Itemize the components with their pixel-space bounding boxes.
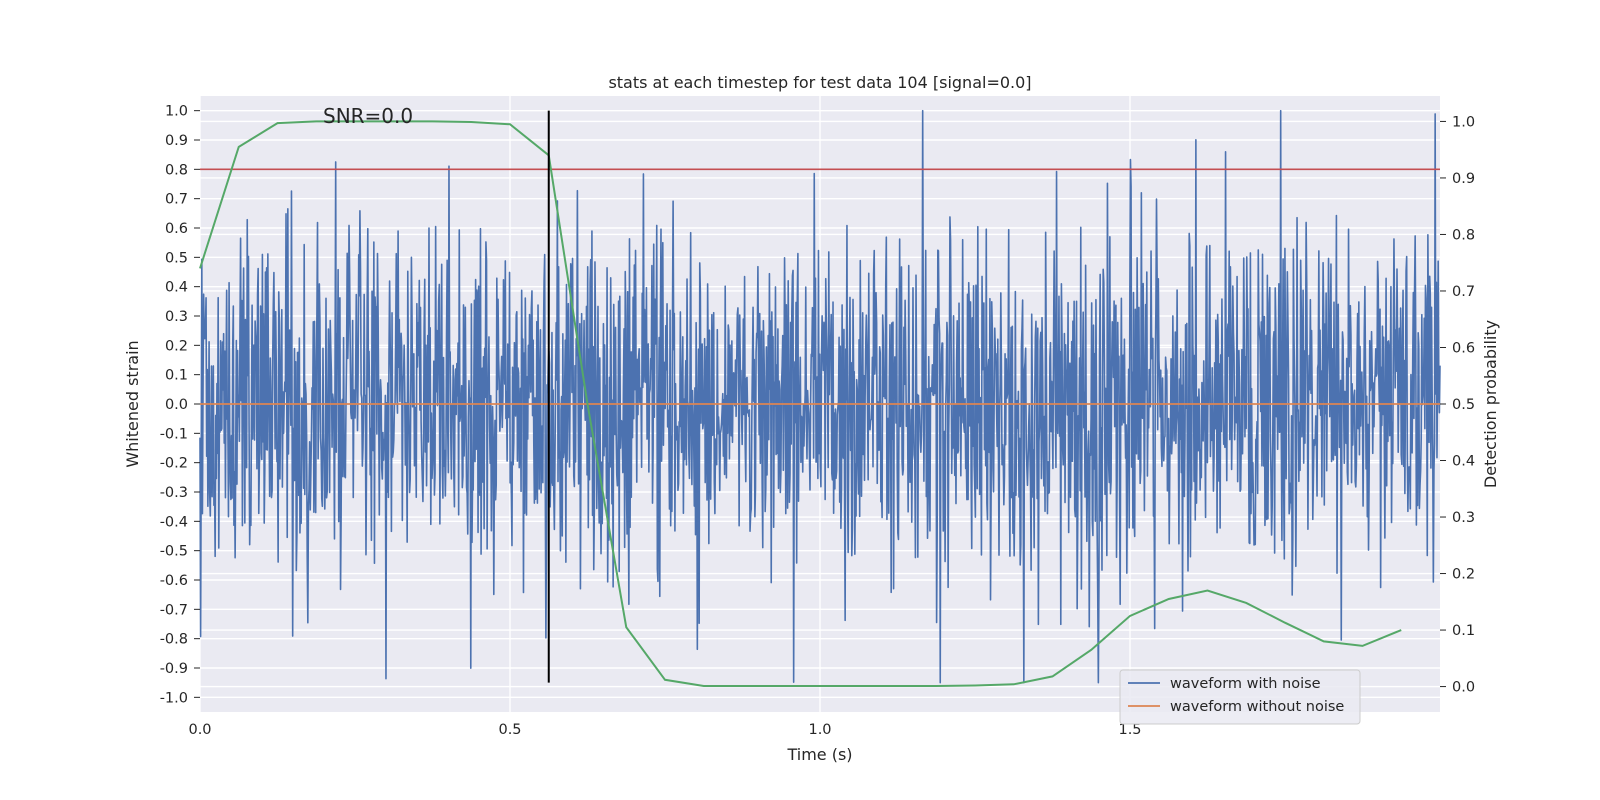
legend-label-clean: waveform without noise [1170, 699, 1344, 715]
y-right-tick-label: 0.6 [1452, 340, 1475, 356]
y-right-tick-label: 0.1 [1452, 623, 1475, 639]
y-left-tick-label: -0.2 [160, 456, 188, 472]
y-left-tick-label: -0.3 [160, 485, 188, 501]
legend: waveform with noise waveform without noi… [1119, 669, 1361, 725]
y-right-tick-label: 0.5 [1452, 397, 1475, 413]
x-tick-label: 0.5 [498, 722, 521, 738]
y-right-tick-label: 0.7 [1452, 284, 1475, 300]
y-right-tick-label: 0.9 [1452, 171, 1475, 187]
snr-annotation: SNR=0.0 [323, 104, 413, 128]
y-left-tick-label: -0.1 [160, 426, 188, 442]
series-layer [199, 109, 1441, 687]
x-tick-label: 1.0 [808, 722, 831, 738]
y-left-tick-label: 0.5 [165, 250, 188, 266]
y-left-tick-label: -0.4 [160, 514, 188, 530]
y-left-tick-label: 0.0 [165, 397, 188, 413]
y-left-tick-label: -1.0 [160, 690, 188, 706]
y-right-tick-label: 0.2 [1452, 567, 1475, 583]
y-axis-label-right: Detection probability [1481, 320, 1500, 488]
y-right-tick-label: 1.0 [1452, 114, 1475, 130]
y-left-tick-label: 0.9 [165, 133, 188, 149]
y-left-tick-label: -0.6 [160, 573, 188, 589]
series-waveform-with-noise [199, 109, 1441, 684]
chart-title: stats at each timestep for test data 104… [608, 73, 1031, 92]
x-tick-label: 1.5 [1118, 722, 1141, 738]
y-axis-label-left: Whitened strain [123, 340, 142, 467]
y-right-tick-label: 0.0 [1452, 680, 1475, 696]
axes: 0.0 0.5 1.0 1.5 1.0 0.9 0.8 0.7 0.6 0.5 0.4 0.3 0.2 0… [160, 104, 1475, 738]
y-left-tick-label: -0.8 [160, 632, 188, 648]
series-detection-probability [199, 120, 1402, 687]
y-right-tick-label: 0.3 [1452, 510, 1475, 526]
y-right-tick-label: 0.8 [1452, 227, 1475, 243]
x-tick-label: 0.0 [188, 722, 211, 738]
y-left-tick-label: 0.1 [165, 368, 188, 384]
y-left-tick-label: 0.3 [165, 309, 188, 325]
y-left-tick-label: -0.5 [160, 544, 188, 560]
legend-box [1119, 669, 1361, 725]
y-left-tick-label: 0.4 [165, 280, 188, 296]
y-left-tick-label: 0.6 [165, 221, 188, 237]
y-left-tick-label: 1.0 [165, 104, 188, 120]
y-left-tick-label: 0.2 [165, 338, 188, 354]
y-left-tick-label: 0.7 [165, 192, 188, 208]
y-left-tick-label: -0.9 [160, 661, 188, 677]
legend-label-noise: waveform with noise [1170, 676, 1321, 692]
y-left-tick-label: 0.8 [165, 162, 188, 178]
y-right-tick-label: 0.4 [1452, 454, 1475, 470]
x-axis-label: Time (s) [786, 745, 852, 764]
y-left-tick-label: -0.7 [160, 602, 188, 618]
